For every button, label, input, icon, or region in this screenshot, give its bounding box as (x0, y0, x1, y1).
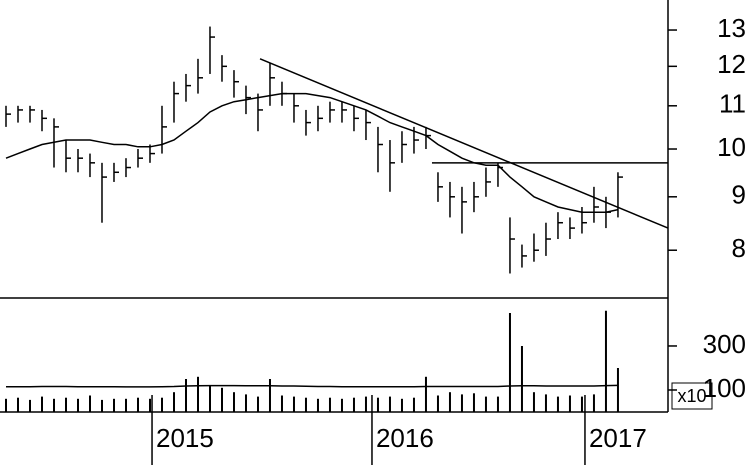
x-tick-label: 2017 (589, 423, 647, 453)
x-tick-label: 2016 (376, 423, 434, 453)
y-tick-label: 13 (717, 13, 746, 43)
volume-unit-box (671, 382, 713, 410)
volume-average (6, 384, 619, 388)
moving-average (5, 92, 619, 213)
trend-line (259, 58, 669, 229)
volume-tick-label: 300 (703, 329, 746, 359)
y-tick-label: 9 (732, 180, 746, 210)
volume-unit: x10 (677, 386, 706, 406)
y-tick-label: 8 (732, 233, 746, 263)
y-tick-label: 11 (719, 89, 746, 119)
y-tick-label: 10 (717, 132, 746, 162)
y-tick-label: 12 (717, 49, 746, 79)
x-tick-label: 2015 (156, 423, 214, 453)
volume-tick-label: 100 (703, 373, 746, 403)
